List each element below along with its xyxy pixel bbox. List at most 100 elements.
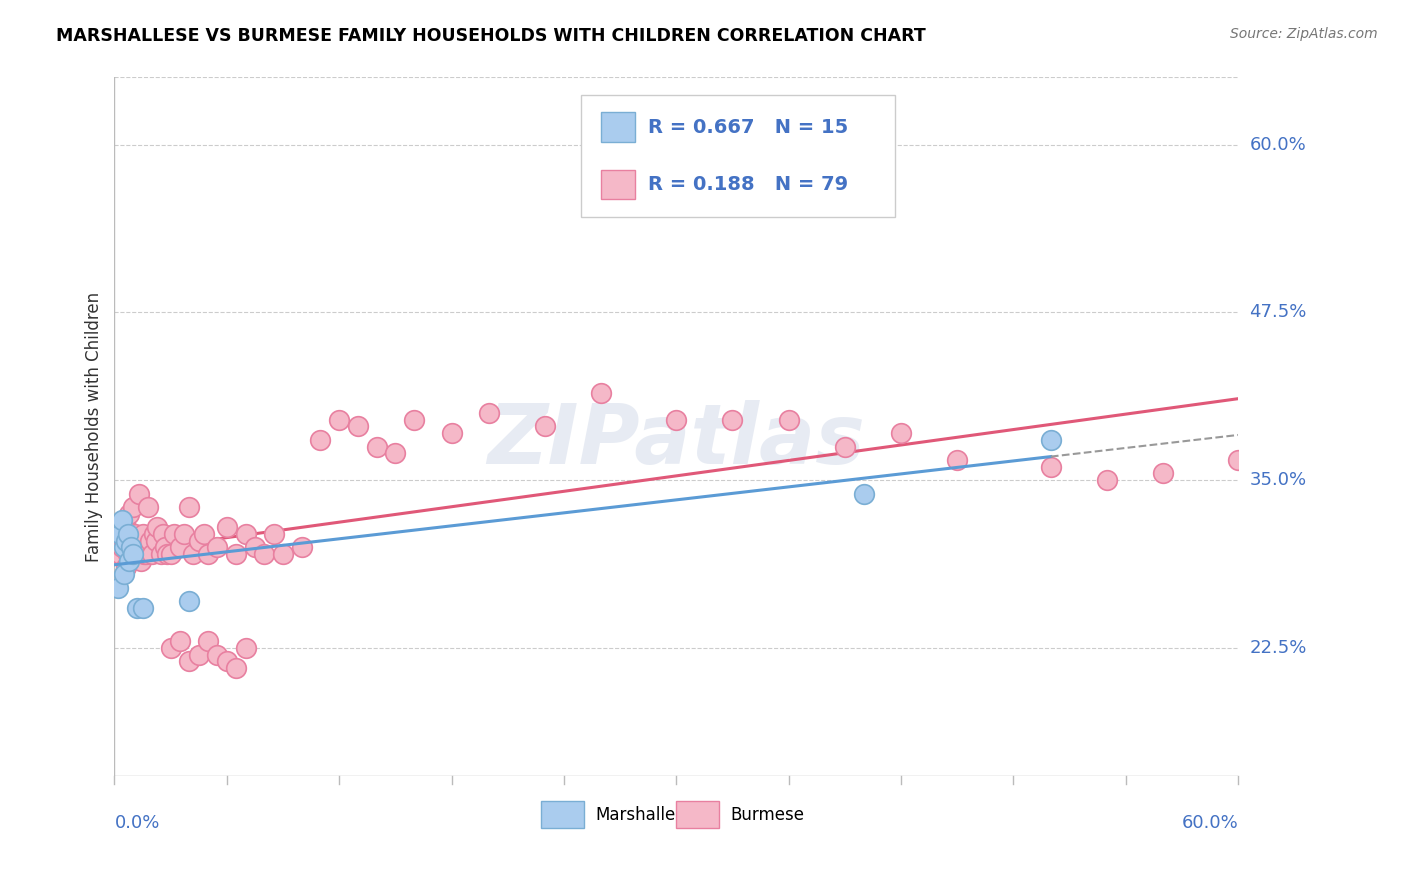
Point: [193, 527, 215, 541]
Point: [187, 648, 209, 662]
Point: [197, 547, 219, 561]
Point: [384, 446, 406, 460]
Point: [1039, 459, 1062, 474]
Y-axis label: Family Households with Children: Family Households with Children: [86, 292, 103, 562]
Point: [169, 541, 191, 555]
Point: [125, 600, 148, 615]
Text: ZIPatlas: ZIPatlas: [488, 400, 865, 481]
Point: [440, 426, 463, 441]
Point: [1227, 453, 1250, 467]
Point: [111, 541, 134, 555]
Point: [179, 654, 201, 668]
Point: [111, 513, 134, 527]
Point: [124, 527, 146, 541]
Point: [159, 640, 181, 655]
Point: [890, 426, 912, 441]
Point: [120, 541, 142, 555]
Point: [117, 527, 139, 541]
Text: Burmese: Burmese: [730, 805, 804, 823]
Text: R = 0.667   N = 15: R = 0.667 N = 15: [648, 118, 848, 136]
Point: [120, 527, 142, 541]
Text: 35.0%: 35.0%: [1250, 471, 1306, 489]
Point: [187, 533, 209, 548]
Point: [107, 581, 129, 595]
Point: [150, 547, 173, 561]
Point: [243, 541, 266, 555]
Point: [131, 527, 153, 541]
Point: [173, 527, 195, 541]
Point: [163, 527, 186, 541]
Point: [134, 547, 156, 561]
Point: [141, 547, 163, 561]
Point: [328, 413, 350, 427]
Text: Marshallese: Marshallese: [595, 805, 695, 823]
Point: [107, 527, 129, 541]
Point: [117, 547, 139, 561]
Text: 47.5%: 47.5%: [1250, 303, 1306, 321]
Point: [108, 547, 131, 561]
FancyBboxPatch shape: [600, 112, 634, 142]
Point: [169, 634, 191, 648]
Point: [114, 533, 136, 548]
Point: [309, 433, 332, 447]
Point: [225, 547, 247, 561]
Point: [118, 507, 141, 521]
Point: [145, 533, 167, 548]
Point: [112, 520, 135, 534]
Point: [128, 486, 150, 500]
Text: Source: ZipAtlas.com: Source: ZipAtlas.com: [1230, 27, 1378, 41]
FancyBboxPatch shape: [600, 169, 634, 199]
Point: [179, 500, 201, 514]
Point: [122, 500, 145, 514]
Point: [131, 600, 153, 615]
Point: [721, 413, 744, 427]
Point: [114, 560, 136, 574]
Point: [139, 533, 162, 548]
Point: [159, 547, 181, 561]
Point: [207, 648, 229, 662]
Point: [117, 527, 139, 541]
Point: [235, 640, 257, 655]
Point: [1039, 433, 1062, 447]
Text: 60.0%: 60.0%: [1250, 136, 1306, 153]
Point: [125, 541, 148, 555]
Point: [112, 567, 135, 582]
Point: [108, 527, 131, 541]
Point: [1152, 467, 1174, 481]
Point: [181, 547, 204, 561]
Point: [142, 527, 165, 541]
Point: [118, 554, 141, 568]
Point: [225, 661, 247, 675]
Point: [852, 486, 875, 500]
Point: [1095, 473, 1118, 487]
Point: [122, 547, 145, 561]
Point: [179, 594, 201, 608]
Point: [152, 527, 174, 541]
Point: [108, 527, 131, 541]
Point: [207, 541, 229, 555]
Point: [136, 500, 159, 514]
Point: [122, 547, 145, 561]
FancyBboxPatch shape: [541, 801, 583, 828]
Point: [215, 520, 238, 534]
Point: [112, 541, 135, 555]
Point: [118, 533, 141, 548]
Point: [347, 419, 370, 434]
Point: [129, 554, 152, 568]
Point: [478, 406, 501, 420]
Point: [114, 520, 136, 534]
Point: [197, 634, 219, 648]
FancyBboxPatch shape: [581, 95, 896, 217]
Point: [112, 533, 135, 548]
Point: [404, 413, 426, 427]
Text: 60.0%: 60.0%: [1181, 814, 1239, 832]
Text: R = 0.188   N = 79: R = 0.188 N = 79: [648, 175, 848, 194]
Point: [534, 419, 557, 434]
Point: [778, 413, 800, 427]
Point: [215, 654, 238, 668]
Text: 0.0%: 0.0%: [114, 814, 160, 832]
Point: [291, 541, 314, 555]
Text: MARSHALLESE VS BURMESE FAMILY HOUSEHOLDS WITH CHILDREN CORRELATION CHART: MARSHALLESE VS BURMESE FAMILY HOUSEHOLDS…: [56, 27, 927, 45]
Text: 22.5%: 22.5%: [1250, 639, 1306, 657]
Point: [271, 547, 294, 561]
